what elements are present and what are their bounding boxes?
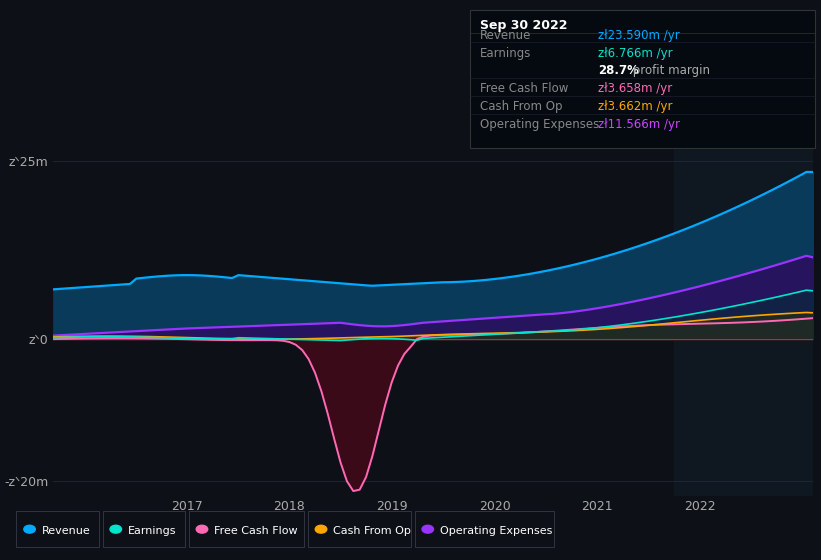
Text: Operating Expenses: Operating Expenses <box>440 526 553 536</box>
Bar <box>674 140 821 496</box>
Text: zł6.766m /yr: zł6.766m /yr <box>598 46 672 59</box>
Text: 28.7%: 28.7% <box>598 64 639 77</box>
Text: Earnings: Earnings <box>128 526 177 536</box>
Text: Free Cash Flow: Free Cash Flow <box>214 526 298 536</box>
Text: Free Cash Flow: Free Cash Flow <box>480 82 569 95</box>
Text: Cash From Op: Cash From Op <box>480 100 562 113</box>
Text: Revenue: Revenue <box>480 29 532 41</box>
Text: Cash From Op: Cash From Op <box>333 526 411 536</box>
Text: profit margin: profit margin <box>629 64 710 77</box>
Text: Sep 30 2022: Sep 30 2022 <box>480 18 568 31</box>
Text: Revenue: Revenue <box>42 526 90 536</box>
Text: Operating Expenses: Operating Expenses <box>480 118 599 131</box>
Text: zł23.590m /yr: zł23.590m /yr <box>598 29 680 41</box>
Text: zł3.658m /yr: zł3.658m /yr <box>598 82 672 95</box>
Text: Earnings: Earnings <box>480 46 532 59</box>
Text: zł3.662m /yr: zł3.662m /yr <box>598 100 672 113</box>
Text: zł11.566m /yr: zł11.566m /yr <box>598 118 680 131</box>
